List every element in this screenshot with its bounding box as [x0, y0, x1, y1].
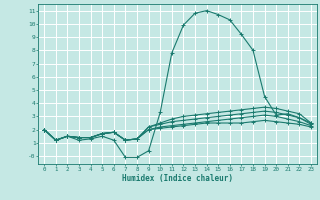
X-axis label: Humidex (Indice chaleur): Humidex (Indice chaleur)	[122, 174, 233, 183]
